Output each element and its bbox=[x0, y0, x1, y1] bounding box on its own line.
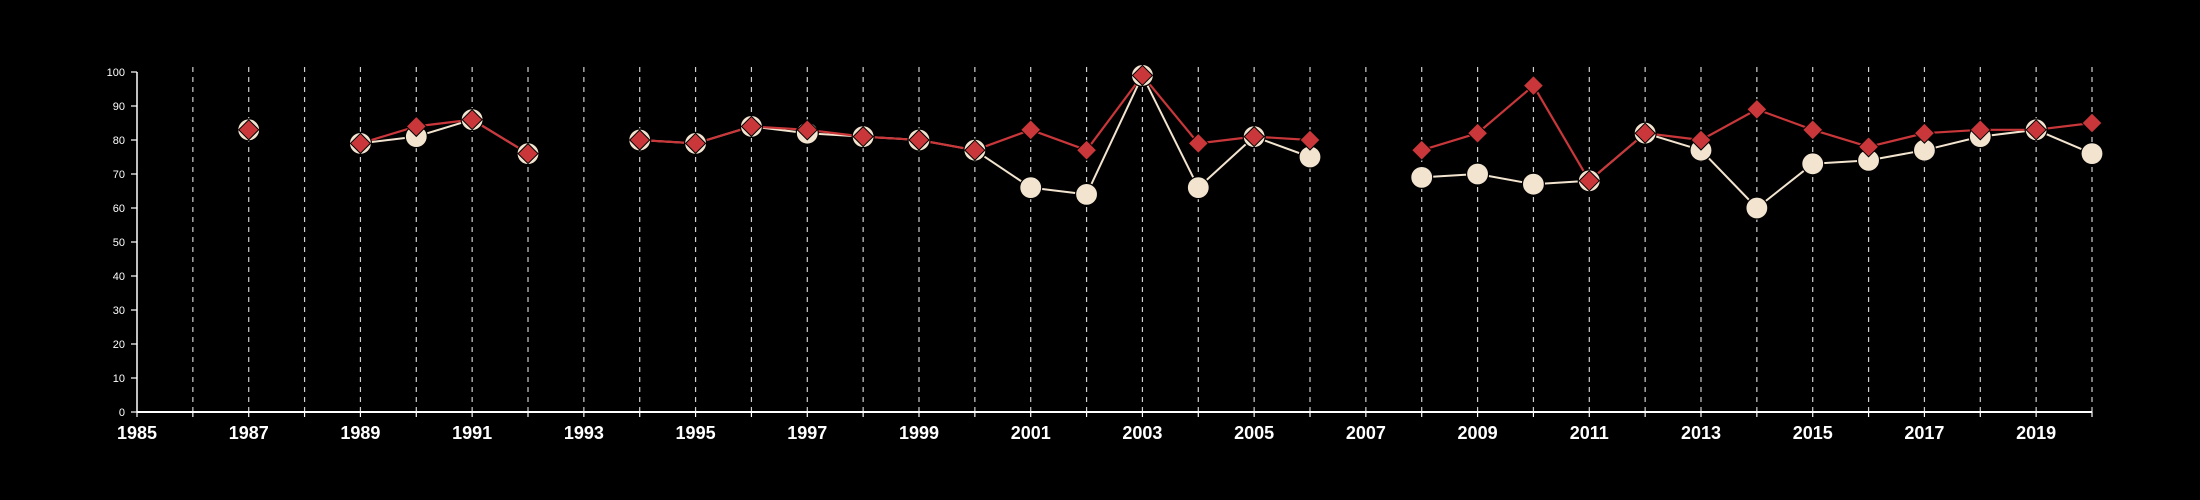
data-point-diamond bbox=[349, 132, 372, 155]
x-tick-label: 2011 bbox=[1570, 423, 1609, 443]
data-point-circle bbox=[1801, 152, 1825, 176]
data-point-diamond bbox=[1131, 64, 1154, 87]
markers-diamonds bbox=[238, 64, 2103, 192]
data-point-diamond bbox=[1243, 125, 1265, 148]
data-point-circle bbox=[1186, 176, 1210, 200]
y-tick-label: 70 bbox=[113, 169, 125, 181]
markers-circles bbox=[237, 63, 2104, 220]
y-tick-label: 40 bbox=[113, 271, 125, 283]
y-tick-label: 20 bbox=[113, 339, 125, 351]
data-point-diamond bbox=[1299, 129, 1321, 151]
data-point-circle bbox=[2080, 142, 2104, 166]
data-point-circle bbox=[1019, 176, 1043, 200]
series-diamonds bbox=[360, 74, 2093, 182]
data-point-circle bbox=[1521, 172, 1546, 196]
x-tick-label: 1995 bbox=[676, 423, 716, 443]
x-tick-label: 1993 bbox=[564, 423, 604, 443]
y-tick-label: 10 bbox=[113, 373, 125, 385]
y-tick-label: 30 bbox=[113, 305, 125, 317]
x-tick-label: 1999 bbox=[899, 423, 939, 443]
data-point-diamond bbox=[238, 119, 260, 141]
data-point-diamond bbox=[1522, 74, 1545, 97]
x-tick-label: 1997 bbox=[787, 423, 827, 443]
x-tick-label: 2007 bbox=[1346, 423, 1386, 443]
x-tick-label: 1991 bbox=[452, 423, 492, 443]
data-point-diamond bbox=[1578, 170, 1600, 192]
series-line bbox=[360, 118, 529, 155]
y-tick-label: 50 bbox=[113, 237, 125, 249]
x-tick-label: 1985 bbox=[117, 423, 157, 443]
x-tick-label: 2015 bbox=[1793, 423, 1833, 443]
data-point-diamond bbox=[1746, 98, 1768, 121]
x-tick-label: 2017 bbox=[1904, 423, 1944, 443]
data-point-diamond bbox=[852, 125, 874, 148]
data-point-diamond bbox=[1466, 122, 1489, 144]
data-point-diamond bbox=[1187, 132, 1209, 155]
y-tick-label: 0 bbox=[119, 407, 125, 419]
x-tick-label: 2005 bbox=[1234, 423, 1274, 443]
series-line bbox=[639, 74, 1311, 196]
y-tick-label: 60 bbox=[113, 203, 125, 215]
data-point-diamond bbox=[684, 132, 707, 155]
x-tick-label: 2019 bbox=[2016, 423, 2056, 443]
data-point-diamond bbox=[2025, 119, 2047, 141]
data-point-circle bbox=[1410, 165, 1434, 189]
x-tick-label: 1989 bbox=[340, 423, 380, 443]
data-point-diamond bbox=[1411, 139, 1433, 161]
data-point-diamond bbox=[796, 119, 818, 141]
data-point-diamond bbox=[1913, 122, 1936, 144]
data-point-diamond bbox=[629, 129, 651, 151]
data-point-diamond bbox=[1969, 119, 1991, 141]
y-tick-label: 90 bbox=[113, 101, 125, 113]
x-tick-label: 2009 bbox=[1458, 423, 1498, 443]
data-point-diamond bbox=[1690, 129, 1712, 151]
data-point-diamond bbox=[461, 108, 483, 131]
data-point-diamond bbox=[1075, 139, 1098, 161]
data-point-circle bbox=[1745, 196, 1769, 220]
data-point-diamond bbox=[1020, 119, 1042, 141]
data-point-diamond bbox=[740, 115, 763, 138]
data-point-diamond bbox=[2081, 112, 2103, 134]
data-point-diamond bbox=[1634, 122, 1656, 144]
data-point-circle bbox=[1074, 182, 1099, 206]
data-point-diamond bbox=[517, 142, 539, 165]
x-tick-label: 1987 bbox=[229, 423, 269, 443]
data-point-diamond bbox=[405, 115, 427, 138]
x-tick-label: 2003 bbox=[1122, 423, 1162, 443]
data-point-diamond bbox=[1857, 136, 1880, 158]
x-tick-label: 2001 bbox=[1011, 423, 1051, 443]
x-tick-label: 2013 bbox=[1681, 423, 1721, 443]
y-tick-label: 100 bbox=[107, 67, 125, 79]
data-point-circle bbox=[1465, 162, 1490, 186]
data-point-diamond bbox=[908, 129, 930, 151]
y-tick-label: 80 bbox=[113, 135, 125, 147]
series-circles bbox=[360, 74, 2093, 209]
data-point-diamond bbox=[964, 139, 986, 161]
data-point-diamond bbox=[1802, 119, 1824, 141]
